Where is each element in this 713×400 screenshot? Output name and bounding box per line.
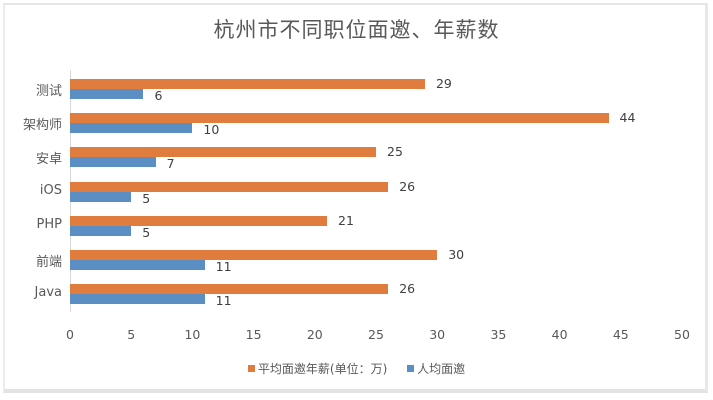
legend-swatch-blue xyxy=(407,365,415,372)
x-tick-label: 15 xyxy=(245,327,262,342)
legend: 平均面邀年薪(单位：万) 人均面邀 xyxy=(0,360,713,377)
bar-salary xyxy=(70,250,438,260)
data-label: 5 xyxy=(142,190,151,206)
data-label: 10 xyxy=(203,122,220,138)
data-label: 44 xyxy=(619,110,636,126)
category-label: Java xyxy=(34,285,62,301)
data-label: 30 xyxy=(448,247,465,262)
bar-interviews xyxy=(70,294,205,305)
bar-salary xyxy=(70,181,389,192)
x-tick-label: 5 xyxy=(127,327,136,342)
bar-salary xyxy=(70,113,609,124)
category-label: PHP xyxy=(36,216,62,232)
chart-frame xyxy=(3,3,708,393)
category-label: iOS xyxy=(39,182,62,198)
data-label: 29 xyxy=(435,76,452,91)
x-tick-label: 30 xyxy=(429,327,446,342)
bar-salary xyxy=(70,147,376,158)
bar-interviews xyxy=(70,123,193,134)
data-label: 26 xyxy=(399,178,416,194)
x-tick-label: 45 xyxy=(612,327,629,342)
bar-interviews xyxy=(70,89,144,99)
category-label: 安卓 xyxy=(35,152,62,168)
x-tick-label: 20 xyxy=(306,327,323,342)
x-tick-label: 25 xyxy=(368,327,384,342)
category-label: 测试 xyxy=(35,84,62,99)
data-label: 7 xyxy=(166,156,175,172)
x-tick-label: 40 xyxy=(551,327,568,342)
legend-item-interviews: 人均面邀 xyxy=(407,360,465,377)
data-label: 5 xyxy=(142,224,151,240)
data-label: 6 xyxy=(154,88,163,103)
x-tick-label: 35 xyxy=(490,327,507,342)
x-tick-label: 0 xyxy=(66,327,74,342)
bar-interviews xyxy=(70,225,132,236)
data-label: 26 xyxy=(399,281,416,297)
data-label: 25 xyxy=(387,144,403,160)
x-tick-label: 50 xyxy=(674,327,690,342)
bar-interviews xyxy=(70,157,156,168)
x-tick-label: 10 xyxy=(184,327,201,342)
legend-label: 平均面邀年薪(单位：万) xyxy=(257,362,388,376)
data-label: 21 xyxy=(338,212,354,228)
legend-swatch-orange xyxy=(247,365,255,372)
bar-interviews xyxy=(70,260,205,270)
bar-salary xyxy=(70,79,425,89)
category-label: 架构师 xyxy=(22,118,62,134)
legend-label: 人均面邀 xyxy=(417,362,466,376)
bar-interviews xyxy=(70,191,132,202)
bar-salary xyxy=(70,284,389,295)
chart-title: 杭州市不同职位面邀、年薪数 xyxy=(213,18,500,42)
legend-item-salary: 平均面邀年薪(单位：万) xyxy=(247,360,388,377)
bar-salary xyxy=(70,215,328,226)
data-label: 11 xyxy=(215,259,232,274)
category-label: 前端 xyxy=(35,255,62,270)
data-label: 11 xyxy=(215,293,232,309)
